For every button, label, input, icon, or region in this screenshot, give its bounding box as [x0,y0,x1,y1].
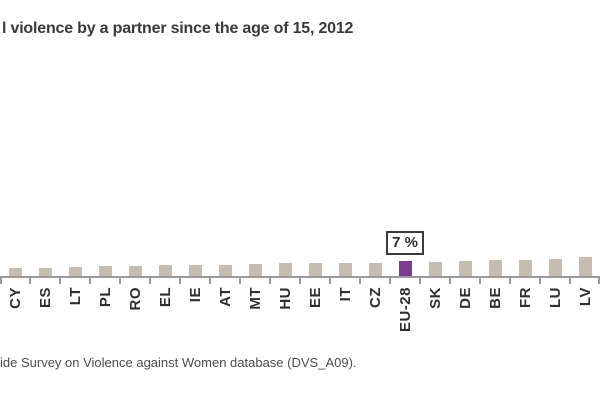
axis-label-text: FR [516,287,534,308]
axis-label-text: HU [276,287,294,310]
axis-tick [149,278,151,284]
axis-label-PL: PL [90,287,120,307]
axis-tick [299,278,301,284]
axis-label-text: RO [126,287,144,311]
bar-CZ [368,262,382,277]
bar-IT [338,263,352,277]
axis-label-IT: IT [330,287,360,301]
axis-tick [89,278,91,284]
highlight-value-callout: 7 % [386,230,424,255]
axis-tick [509,278,511,284]
bar-EE [308,263,322,277]
axis-label-text: IE [186,287,204,303]
axis-label-EE: EE [300,287,330,308]
bar-BE [488,259,502,277]
axis-label-text: DE [456,287,474,309]
axis-label-text: AT [216,287,234,307]
axis-tick [479,278,481,284]
axis-label-SK: SK [420,287,450,309]
axis-label-text: MT [246,287,264,310]
axis-label-EL: EL [150,287,180,307]
axis-tick [209,278,211,284]
axis-label-LT: LT [60,287,90,305]
axis-tick [539,278,541,284]
axis-label-text: EL [156,287,174,308]
axis-label-text: ES [36,287,54,309]
axis-tick [359,278,361,284]
axis-tick [449,278,451,284]
axis-tick [119,278,121,284]
axis-label-IE: IE [180,287,210,302]
bar-FR [518,259,532,277]
axis-label-EU-28: EU-28 [390,287,420,332]
axis-tick [239,278,241,284]
axis-label-text: EE [306,287,324,309]
axis-tick [419,278,421,284]
axis-tick [179,278,181,284]
source-note: ide Survey on Violence against Women dat… [0,355,357,370]
axis-tick [0,278,2,284]
axis-label-CY: CY [0,287,30,309]
axis-label-HU: HU [270,287,300,310]
axis-label-MT: MT [240,287,270,310]
axis-label-text: IT [336,287,354,302]
axis-label-FR: FR [510,287,540,308]
axis-label-text: LU [546,287,564,308]
bar-HU [278,263,292,277]
axis-label-text: SK [426,287,444,309]
chart-title: l violence by a partner since the age of… [2,20,354,37]
bar-CY [8,267,22,277]
bar-IE [188,265,202,277]
axis-label-LV: LV [570,287,600,306]
bar-RO [128,266,142,277]
axis-tick [389,278,391,284]
bar-EL [158,265,172,277]
axis-label-text: CY [6,287,24,309]
bar-PL [98,266,112,277]
axis-label-text: CZ [366,287,384,308]
axis-label-text: BE [486,287,504,309]
bar-LT [68,267,82,277]
axis-tick [29,278,31,284]
bar-SK [428,262,442,277]
bar-LV [578,257,592,277]
axis-label-BE: BE [480,287,510,309]
axis-tick [269,278,271,284]
axis-tick [59,278,61,284]
axis-label-DE: DE [450,287,480,309]
bar-ES [38,267,52,277]
axis-label-RO: RO [120,287,150,311]
bar-MT [248,263,262,277]
bar-AT [218,264,232,277]
bar-DE [458,260,472,277]
axis-tick [569,278,571,284]
axis-label-LU: LU [540,287,570,308]
axis-tick [329,278,331,284]
bar-EU-28 [398,260,412,277]
axis-label-text: LV [576,287,594,307]
axis-label-AT: AT [210,287,240,307]
x-axis-line [0,276,600,278]
axis-label-text: LT [66,287,84,306]
bar-LU [548,259,562,277]
axis-tick [598,278,600,284]
axis-label-text: EU-28 [396,287,414,333]
axis-label-text: PL [96,287,114,308]
axis-label-ES: ES [30,287,60,308]
axis-label-CZ: CZ [360,287,390,308]
